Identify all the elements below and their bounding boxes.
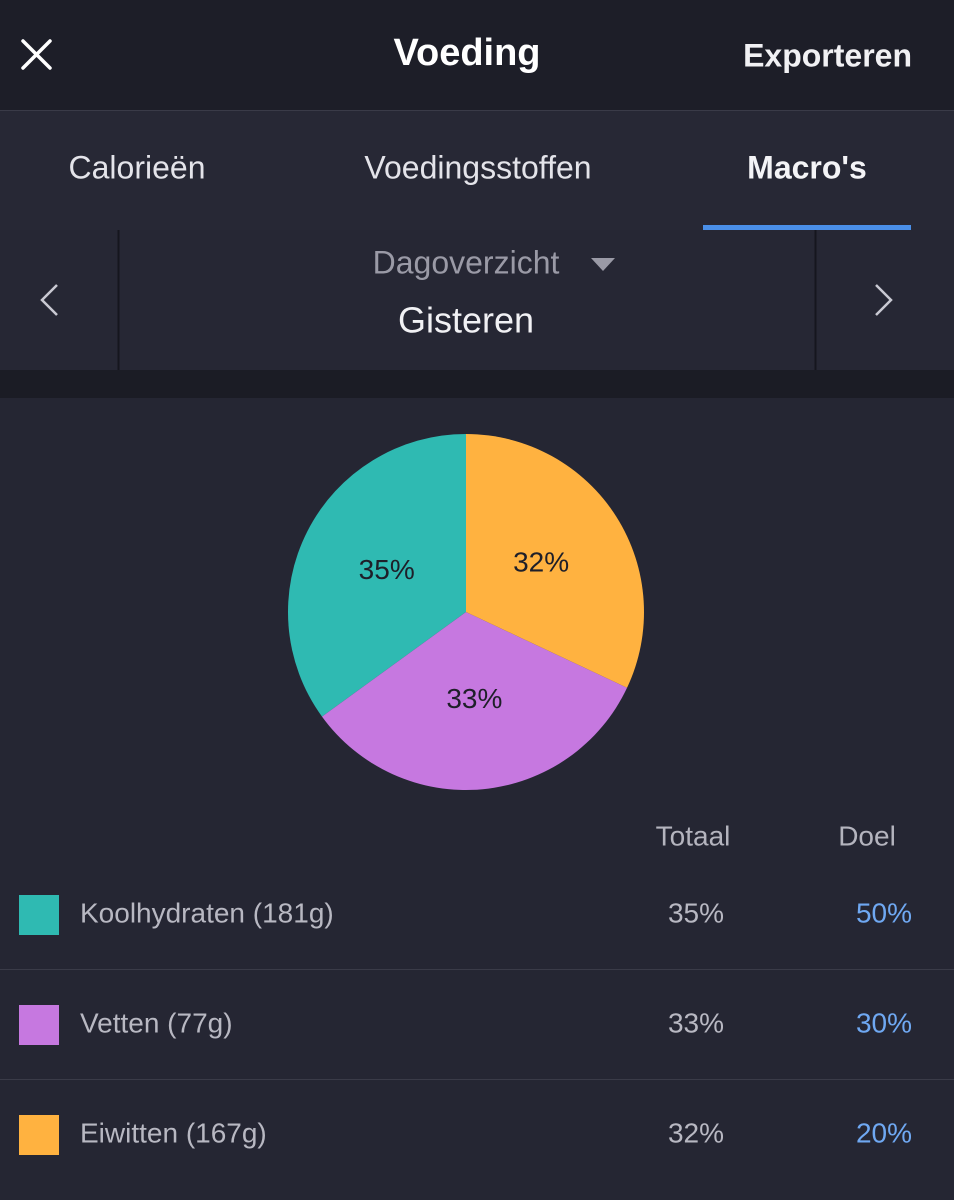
- macro-name: Vetten (77g): [80, 1007, 233, 1038]
- date-label: Gisteren: [398, 300, 534, 341]
- legend-swatch: [19, 1005, 59, 1045]
- macro-total: 33%: [668, 1007, 724, 1038]
- macro-total: 32%: [668, 1117, 724, 1148]
- tab-bar: [0, 111, 954, 230]
- slice-label: 35%: [359, 554, 415, 585]
- dropdown-arrow[interactable]: [591, 258, 615, 271]
- column-header: Doel: [838, 820, 896, 851]
- date-nav: [0, 230, 954, 370]
- slice-label: 32%: [513, 547, 569, 578]
- macro-table: Koolhydraten (181g) 35% 50% Vetten (77g) 33%…: [0, 895, 954, 1155]
- pie-slice: [321, 612, 628, 790]
- prev-button[interactable]: [40, 284, 58, 316]
- next-button[interactable]: [875, 284, 893, 316]
- macro-goal: 20%: [856, 1117, 912, 1148]
- legend-swatch: [19, 895, 59, 935]
- tab-active[interactable]: Macro's: [747, 149, 867, 185]
- macro-name: Koolhydraten (181g): [80, 897, 334, 928]
- tab-indicator: [703, 225, 911, 230]
- tab[interactable]: Voedingsstoffen: [364, 149, 591, 185]
- legend-swatch: [19, 1115, 59, 1155]
- macro-name: Eiwitten (167g): [80, 1117, 267, 1148]
- export-button[interactable]: Exporteren: [743, 37, 912, 73]
- header-title: Voeding: [393, 32, 540, 74]
- header-bar: [0, 0, 954, 110]
- view-mode[interactable]: Dagoverzicht: [373, 244, 560, 280]
- slice-label: 33%: [446, 683, 502, 714]
- tab[interactable]: Calorieën: [69, 149, 206, 185]
- macro-goal: 30%: [856, 1007, 912, 1038]
- close-button[interactable]: [21, 39, 52, 70]
- pie-chart: 35% 33% 32%: [288, 434, 644, 790]
- pie-slice: [466, 434, 644, 688]
- column-header: Totaal: [656, 820, 731, 851]
- macro-total: 35%: [668, 897, 724, 928]
- section-gap: [0, 370, 954, 398]
- pie-slice: [288, 434, 466, 717]
- macro-goal: 50%: [856, 897, 912, 928]
